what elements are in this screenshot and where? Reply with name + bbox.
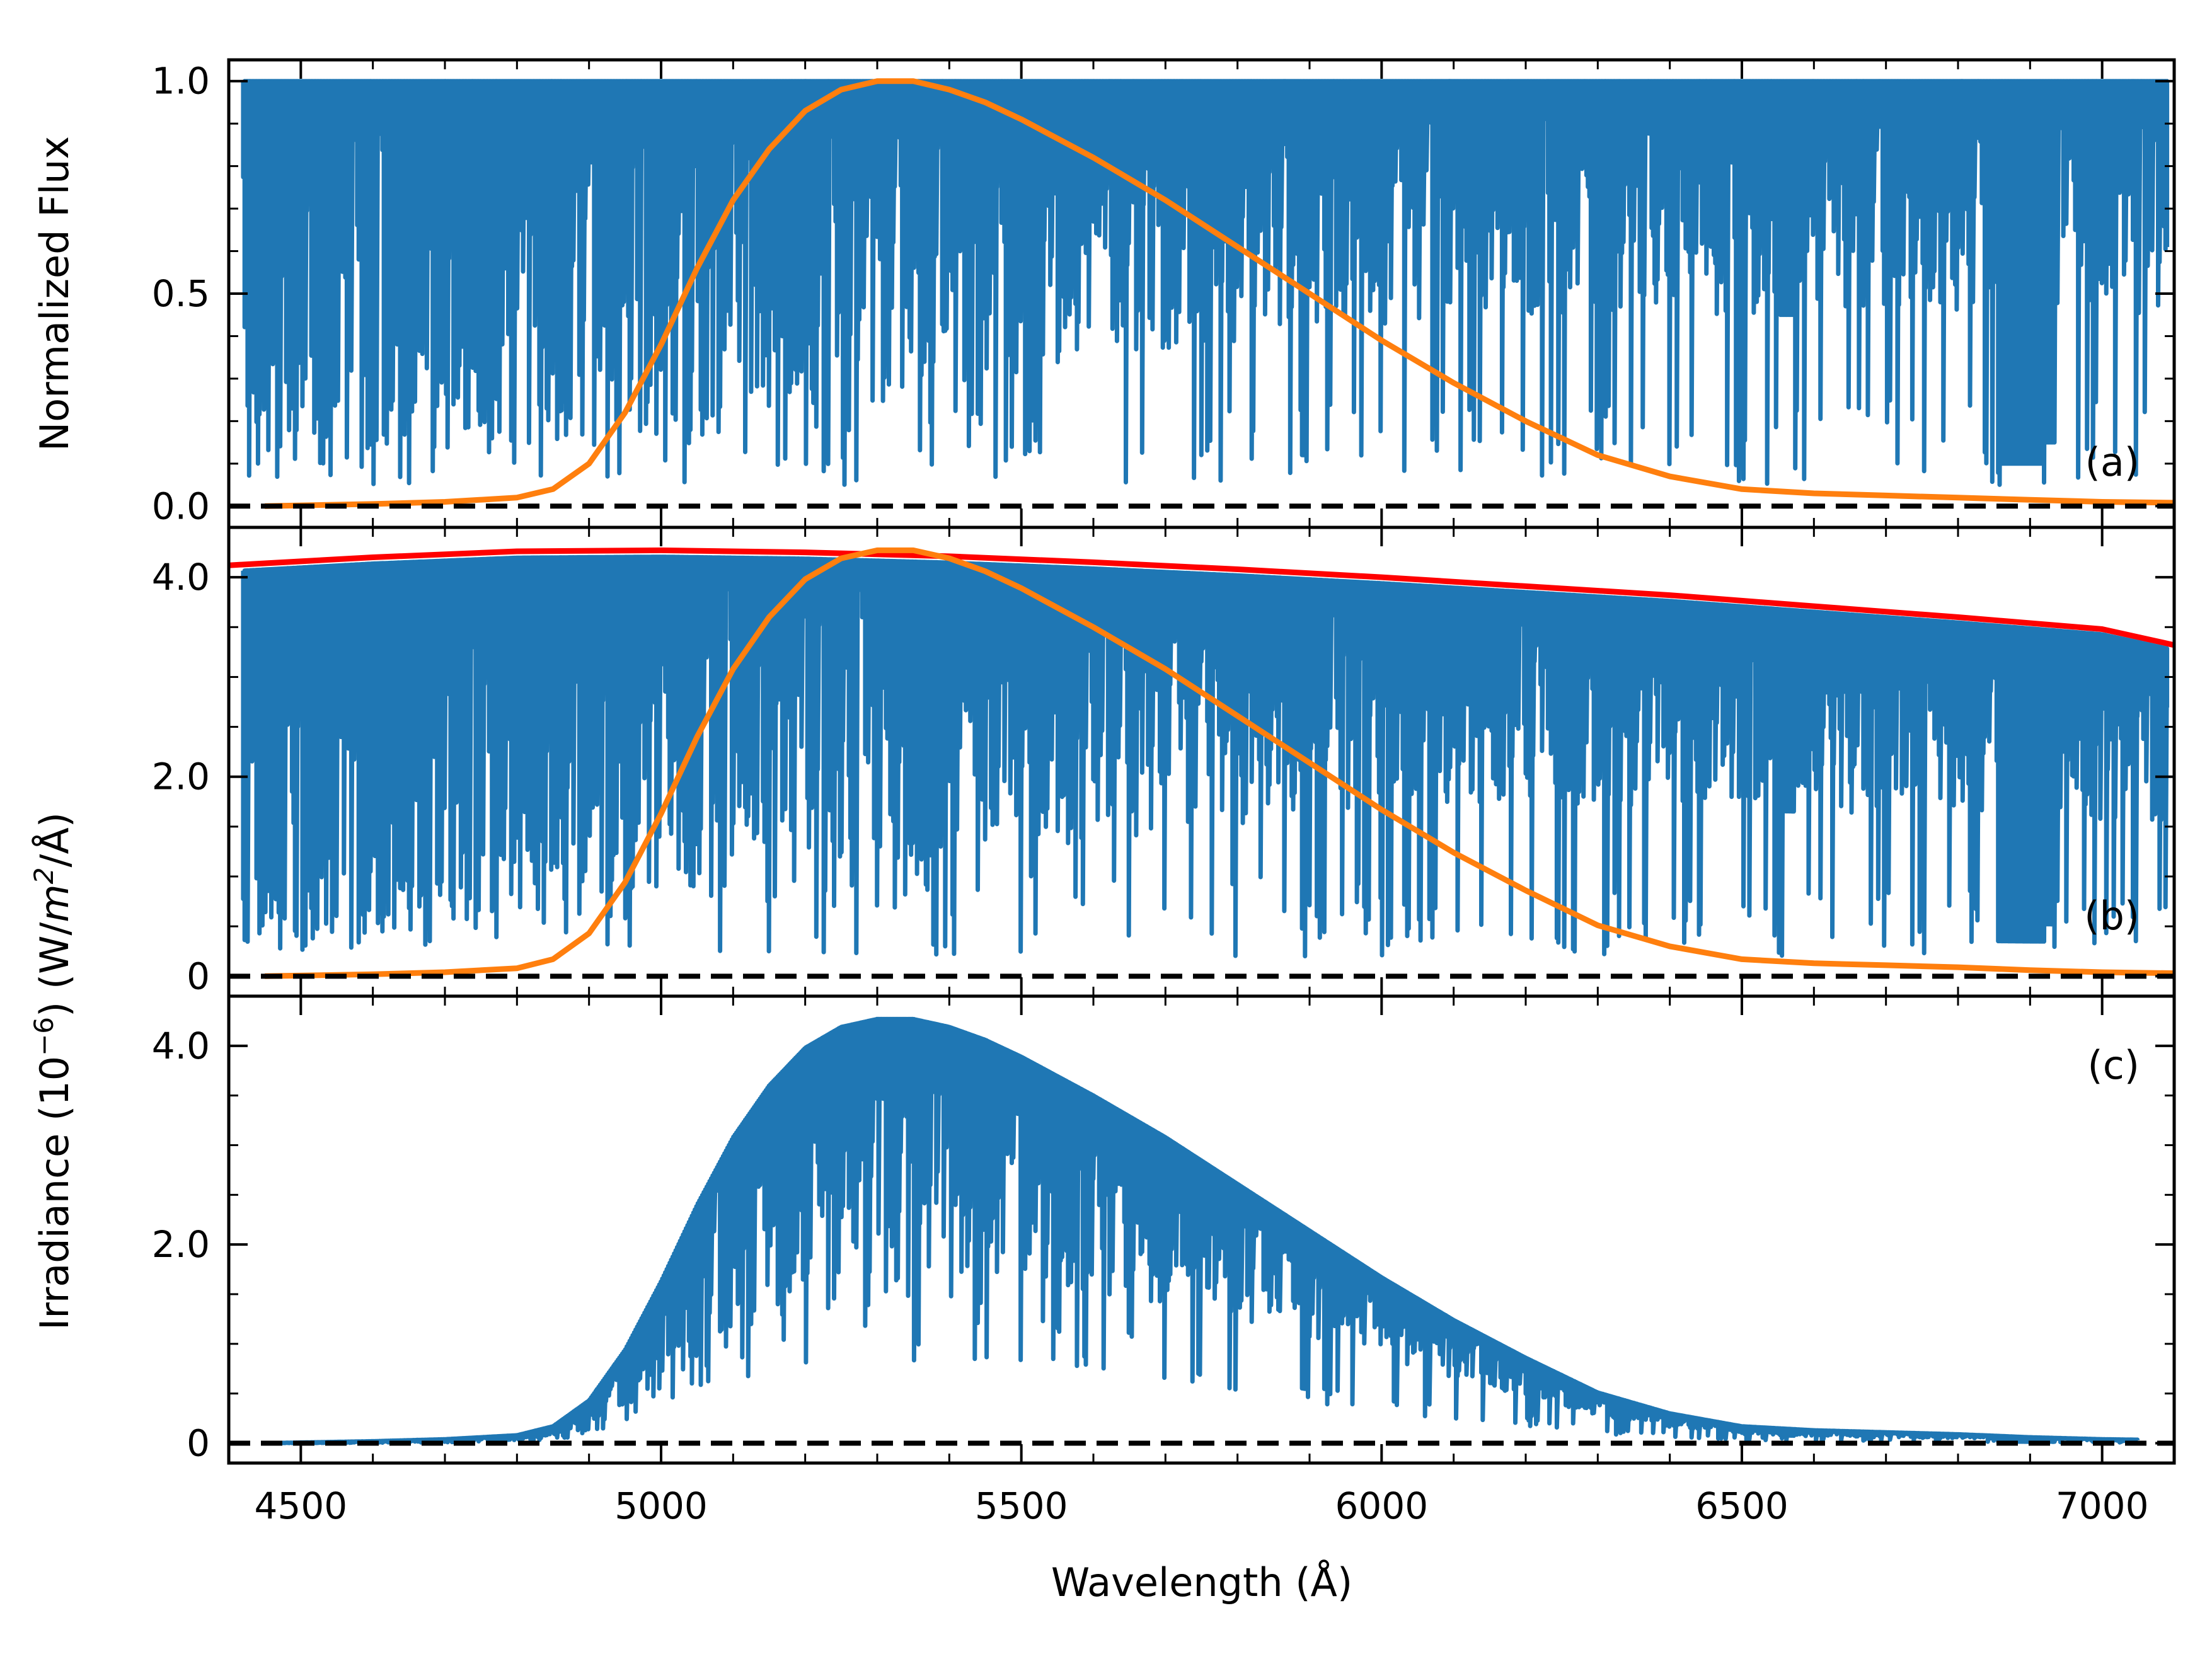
panel-b-plot-area <box>229 547 2174 979</box>
panel-a-ticks: 0.0 0.5 1.0 <box>152 60 2175 527</box>
x-tick-label: 7000 <box>2056 1484 2149 1527</box>
x-axis-tick-labels: 4500 5000 5500 6000 6500 7000 <box>255 1484 2149 1527</box>
panel-c-ticks: 0 2.0 4.0 <box>152 995 2175 1464</box>
x-axis-label: Wavelength (Å) <box>1051 1559 1352 1605</box>
panel-a-plot-area <box>229 78 2174 509</box>
panel-c-tag: (c) <box>2088 1042 2140 1088</box>
x-tick-label: 4500 <box>255 1484 348 1527</box>
panel-c-ytick-label: 2.0 <box>152 1223 210 1266</box>
x-tick-label: 5000 <box>614 1484 708 1527</box>
panel-a-ytick-label: 1.0 <box>152 60 210 103</box>
panel-c-filtered-irradiance <box>265 1016 2140 1445</box>
y-label-middle: ) (W/ <box>32 922 78 1017</box>
panel-b-ticks: 0 2.0 4.0 <box>152 526 2175 997</box>
panel-b-series <box>229 547 2174 979</box>
x-tick-label: 5500 <box>975 1484 1068 1527</box>
y-label-exponent: −6 <box>28 1017 59 1056</box>
y-label-unit-m: m <box>32 884 78 922</box>
panel-b-ytick-label: 0 <box>187 955 210 997</box>
shared-y-axis-label: Irradiance (10−6) (W/m2/Å) <box>28 812 78 1330</box>
panel-b-continuum-blackbody- <box>229 547 2174 648</box>
panel-a-normalized-spectrum <box>241 79 2170 487</box>
y-label-unit-exponent: 2 <box>28 868 59 885</box>
panel-a-tag: (a) <box>2085 439 2140 485</box>
panel-a-y-axis-label: Normalized Flux <box>32 136 78 451</box>
y-label-suffix: /Å) <box>32 812 78 868</box>
panel-b-tag: (b) <box>2084 893 2140 939</box>
panel-b-filter-transmission-scaled- <box>265 547 2174 979</box>
x-tick-label: 6500 <box>1695 1484 1789 1527</box>
y-label-prefix: Irradiance (10 <box>32 1056 78 1330</box>
x-tick-label: 6000 <box>1335 1484 1429 1527</box>
panel-c-ytick-label: 4.0 <box>152 1025 210 1067</box>
panel-a-ytick-label: 0.0 <box>152 485 210 527</box>
panel-c-ytick-label: 0 <box>187 1421 210 1464</box>
panel-a-filter-transmission-normalized- <box>265 78 2174 509</box>
panel-c-frame <box>227 994 2176 1465</box>
panel-a-series <box>229 78 2174 509</box>
panel-b-ytick-label: 4.0 <box>152 556 210 599</box>
panel-b-observed-spectrum <box>241 554 2170 958</box>
panel-c: 0 2.0 4.0 (c) <box>152 994 2176 1465</box>
panel-c-plot-area <box>229 1016 2174 1446</box>
panel-b-ytick-label: 2.0 <box>152 755 210 798</box>
panel-c-series <box>229 1016 2174 1446</box>
panel-a-ytick-label: 0.5 <box>152 272 210 315</box>
panel-a: 0.0 0.5 1.0 (a) Normalized Flux <box>32 58 2176 529</box>
